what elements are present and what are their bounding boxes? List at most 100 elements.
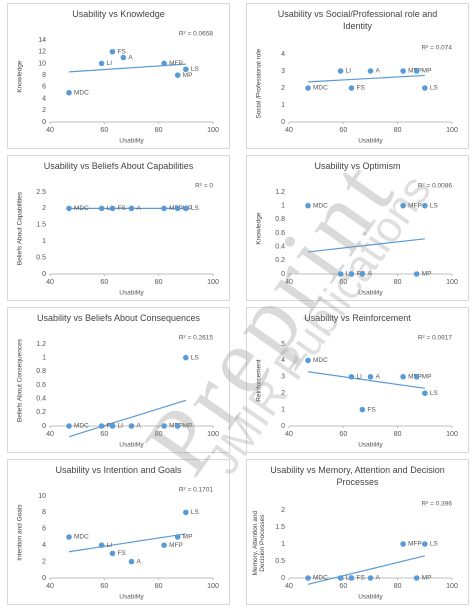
x-tick-label: 60 bbox=[100, 583, 108, 590]
point bbox=[120, 54, 127, 61]
point bbox=[98, 423, 105, 429]
y-tick-label: 2 bbox=[281, 85, 285, 92]
point-label: MP bbox=[183, 423, 193, 430]
plot: 0 0.2 0.4 0.6 0.8 1 1.2 40 60 80 100 Usability R² = … bbox=[36, 335, 219, 449]
point bbox=[174, 423, 181, 429]
y-tick-label: 1.5 bbox=[36, 222, 46, 229]
point-label: FS bbox=[117, 48, 126, 55]
y-tick-label: 0.5 bbox=[275, 558, 285, 565]
point bbox=[400, 68, 406, 74]
y-tick-label: 1 bbox=[281, 406, 285, 413]
x-tick-label: 80 bbox=[394, 127, 402, 134]
point-label: A bbox=[367, 271, 372, 278]
chart-panel: Usability vs Intention and Goals Intentio… bbox=[7, 459, 230, 605]
point-label: LS bbox=[191, 509, 200, 516]
point bbox=[359, 406, 366, 413]
point-label: MDC bbox=[313, 357, 328, 364]
point bbox=[174, 72, 181, 78]
point-label: MFP bbox=[408, 202, 422, 209]
x-tick-label: 100 bbox=[207, 127, 219, 134]
x-tick-label: 60 bbox=[100, 279, 108, 286]
y-tick-label: 2 bbox=[42, 107, 46, 114]
point-label: MDC bbox=[313, 575, 328, 582]
annotation: R² = 0.0086 bbox=[418, 183, 453, 190]
point bbox=[337, 271, 344, 277]
point bbox=[161, 542, 167, 548]
trend-line bbox=[68, 63, 186, 73]
point bbox=[98, 205, 105, 212]
plot: 0 1 2 3 4 5 40 60 80 100 Usability R² = 0.0917 MDC LI… bbox=[281, 335, 458, 449]
y-tick-label: 0.8 bbox=[36, 368, 46, 375]
point bbox=[183, 509, 189, 516]
chart-panel: Usability vs Beliefs About Consequences B… bbox=[7, 307, 230, 453]
point bbox=[128, 423, 135, 429]
annotation: R² = 0.1701 bbox=[179, 487, 214, 494]
y-tick-label: 0 bbox=[281, 271, 285, 278]
point bbox=[109, 550, 116, 557]
plot: 0 0.2 0.4 0.6 0.8 1 1.2 40 60 80 100 Usability R² = … bbox=[275, 183, 458, 297]
point-label: MP bbox=[422, 271, 432, 278]
chart-panel: Usability vs Optimism Knowledge 0 0.2 0.4 0.6… bbox=[246, 155, 469, 301]
point bbox=[359, 271, 366, 277]
x-tick-label: 80 bbox=[394, 583, 402, 590]
point-label: LI bbox=[346, 68, 352, 75]
chart-title: Usability vs Beliefs About Consequences bbox=[36, 313, 201, 323]
point-label: LS bbox=[430, 390, 439, 397]
x-tick-label: 40 bbox=[285, 279, 293, 286]
y-tick-label: 1 bbox=[42, 355, 46, 362]
point-label: FS bbox=[356, 85, 365, 92]
point bbox=[109, 205, 116, 212]
point bbox=[348, 85, 355, 91]
point bbox=[161, 423, 167, 429]
y-tick-label: 0.4 bbox=[275, 244, 285, 251]
point bbox=[128, 558, 135, 565]
point-label: LI bbox=[107, 542, 113, 549]
point-label: MFP bbox=[169, 60, 183, 67]
x-axis-label: Usability bbox=[119, 290, 144, 297]
y-tick-label: 0.4 bbox=[36, 396, 46, 403]
point bbox=[183, 66, 189, 73]
point bbox=[66, 423, 72, 429]
point-label: MFP bbox=[169, 542, 183, 549]
y-tick-label: 0.6 bbox=[36, 382, 46, 389]
y-tick-label: 0 bbox=[42, 119, 46, 126]
y-tick-label: 2 bbox=[281, 507, 285, 514]
y-tick-label: 6 bbox=[42, 84, 46, 91]
x-tick-label: 60 bbox=[339, 279, 347, 286]
point-label: A bbox=[376, 374, 381, 381]
y-tick-label: 3 bbox=[281, 374, 285, 381]
x-tick-label: 100 bbox=[207, 279, 219, 286]
x-tick-label: 80 bbox=[394, 431, 402, 438]
x-axis-label: Usability bbox=[358, 594, 383, 601]
point bbox=[174, 534, 181, 540]
point bbox=[183, 205, 189, 212]
point bbox=[400, 541, 406, 547]
point bbox=[161, 205, 167, 212]
point-label: A bbox=[376, 68, 381, 75]
point bbox=[161, 60, 167, 67]
x-tick-label: 100 bbox=[207, 583, 219, 590]
point bbox=[422, 541, 428, 547]
y-tick-label: 1 bbox=[281, 541, 285, 548]
y-tick-label: 0.5 bbox=[36, 254, 46, 261]
point-label: FS bbox=[117, 205, 126, 212]
trend-line bbox=[68, 399, 187, 438]
y-tick-label: 6 bbox=[42, 526, 46, 533]
point bbox=[367, 68, 374, 74]
y-tick-label: 4 bbox=[281, 357, 285, 364]
plot: 0 2 4 6 8 10 12 14 40 60 80 100 Usability R² = 0.0658… bbox=[38, 31, 219, 145]
y-tick-label: 1.2 bbox=[36, 341, 46, 348]
point bbox=[422, 85, 428, 91]
point-label: LS bbox=[191, 66, 200, 73]
point-label: MDC bbox=[313, 85, 328, 92]
trend-line bbox=[307, 238, 425, 253]
point bbox=[413, 271, 420, 277]
point bbox=[400, 374, 406, 380]
point-label: MDC bbox=[313, 202, 328, 209]
x-axis-label: Usability bbox=[119, 138, 144, 145]
chart-title: Usability vs Knowledge bbox=[72, 9, 165, 19]
point-label: LI bbox=[107, 60, 113, 67]
chart-title: Usability vs Optimism bbox=[314, 161, 401, 171]
point bbox=[66, 534, 72, 540]
x-tick-label: 80 bbox=[155, 127, 163, 134]
